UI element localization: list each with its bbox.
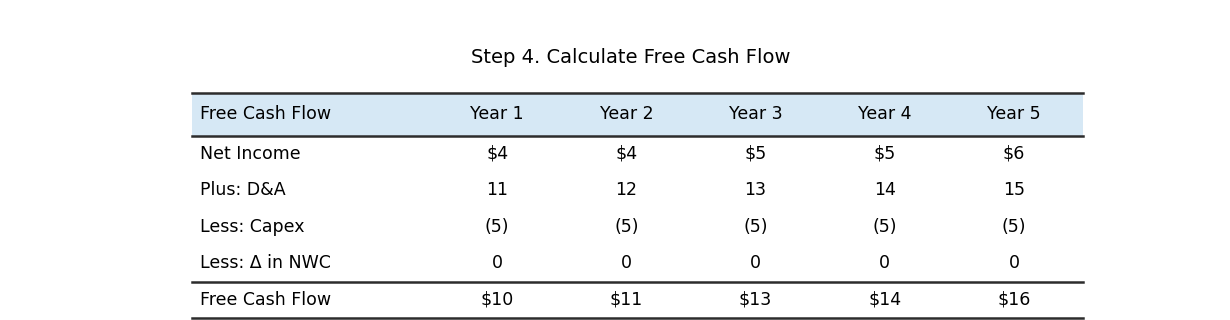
Text: Net Income: Net Income — [199, 145, 300, 163]
Text: $4: $4 — [486, 145, 508, 163]
Text: (5): (5) — [614, 218, 638, 236]
Text: $16: $16 — [998, 291, 1031, 309]
Text: Free Cash Flow: Free Cash Flow — [199, 105, 331, 123]
Text: 0: 0 — [1009, 254, 1020, 272]
Text: $4: $4 — [615, 145, 637, 163]
Text: (5): (5) — [743, 218, 768, 236]
Text: Year 5: Year 5 — [988, 105, 1041, 123]
Text: $10: $10 — [481, 291, 514, 309]
FancyBboxPatch shape — [192, 92, 1084, 136]
Text: 11: 11 — [486, 181, 508, 199]
Text: $13: $13 — [739, 291, 772, 309]
Text: 12: 12 — [615, 181, 637, 199]
Text: Year 2: Year 2 — [599, 105, 653, 123]
Text: (5): (5) — [1002, 218, 1026, 236]
Text: 0: 0 — [750, 254, 761, 272]
Text: 0: 0 — [621, 254, 632, 272]
Text: Year 4: Year 4 — [859, 105, 911, 123]
Text: Free Cash Flow: Free Cash Flow — [199, 291, 331, 309]
Text: (5): (5) — [872, 218, 897, 236]
Text: Less: Δ in NWC: Less: Δ in NWC — [199, 254, 331, 272]
Text: $5: $5 — [744, 145, 766, 163]
Text: 0: 0 — [879, 254, 891, 272]
Text: 15: 15 — [1004, 181, 1025, 199]
Text: 0: 0 — [492, 254, 503, 272]
Text: $11: $11 — [610, 291, 643, 309]
Text: 14: 14 — [875, 181, 895, 199]
Text: Step 4. Calculate Free Cash Flow: Step 4. Calculate Free Cash Flow — [471, 48, 790, 67]
Text: $14: $14 — [868, 291, 902, 309]
Text: Year 3: Year 3 — [729, 105, 782, 123]
Text: Year 1: Year 1 — [470, 105, 524, 123]
Text: Plus: D&A: Plus: D&A — [199, 181, 285, 199]
Text: Less: Capex: Less: Capex — [199, 218, 304, 236]
Text: $5: $5 — [873, 145, 895, 163]
Text: $6: $6 — [1002, 145, 1026, 163]
Text: 13: 13 — [744, 181, 766, 199]
Text: (5): (5) — [485, 218, 509, 236]
